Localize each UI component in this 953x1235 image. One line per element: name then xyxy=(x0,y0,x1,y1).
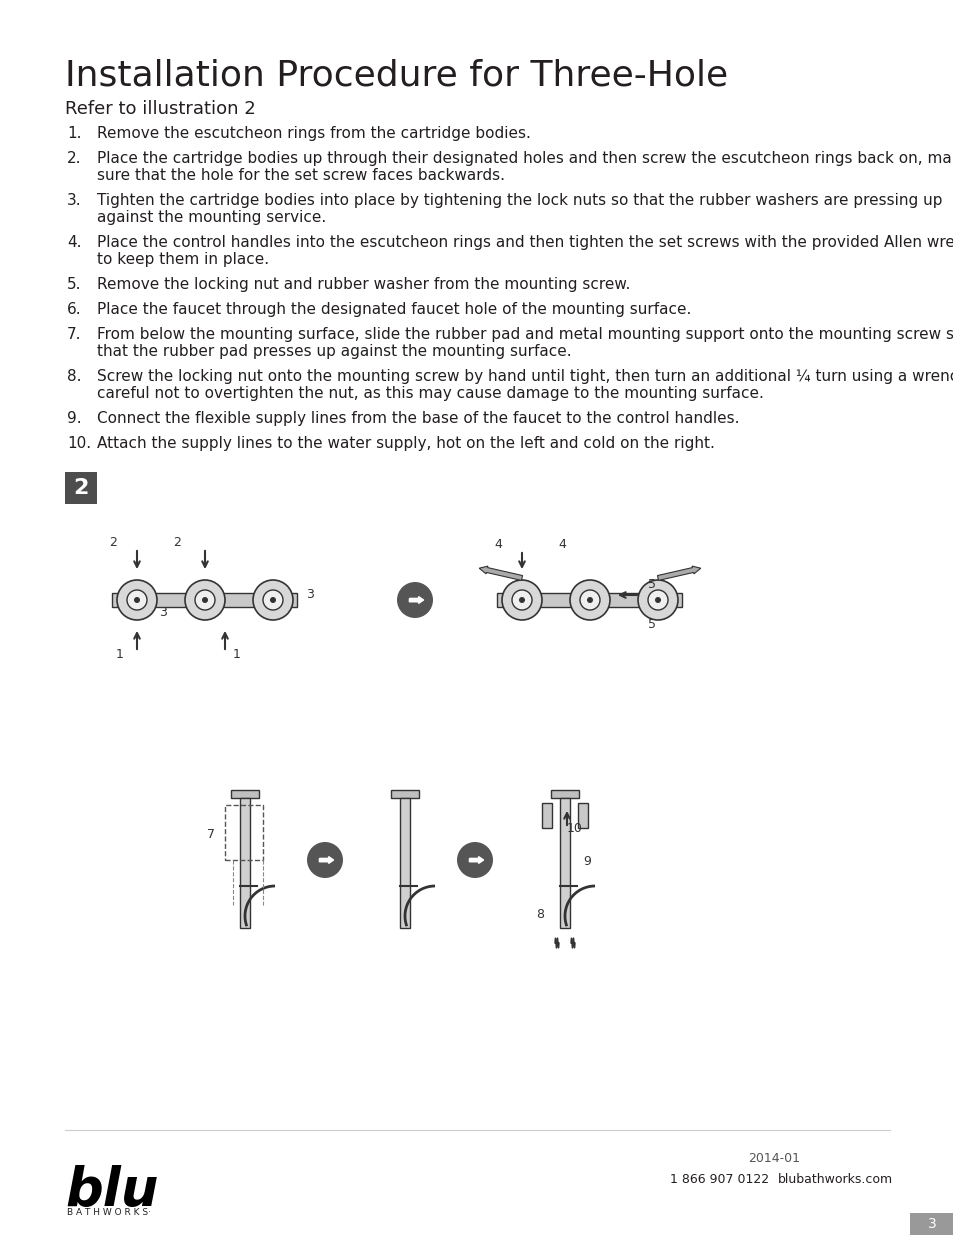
Circle shape xyxy=(638,580,678,620)
Text: 6.: 6. xyxy=(67,303,82,317)
Bar xyxy=(399,798,410,927)
Bar xyxy=(541,803,552,827)
Text: 9.: 9. xyxy=(67,411,82,426)
Text: Tighten the cartridge bodies into place by tightening the lock nuts so that the : Tighten the cartridge bodies into place … xyxy=(97,193,942,207)
FancyArrow shape xyxy=(319,857,334,863)
Text: Attach the supply lines to the water supply, hot on the left and cold on the rig: Attach the supply lines to the water sup… xyxy=(97,436,714,451)
Bar xyxy=(231,790,258,798)
Circle shape xyxy=(655,597,660,603)
Circle shape xyxy=(117,580,157,620)
Text: Remove the escutcheon rings from the cartridge bodies.: Remove the escutcheon rings from the car… xyxy=(97,126,530,141)
Bar xyxy=(551,790,578,798)
Text: 4: 4 xyxy=(494,538,501,552)
Text: 3.: 3. xyxy=(67,193,82,207)
Bar xyxy=(112,593,297,606)
Circle shape xyxy=(202,597,208,603)
Text: 3: 3 xyxy=(926,1216,936,1231)
Text: 1.: 1. xyxy=(67,126,81,141)
Text: 3: 3 xyxy=(159,605,167,619)
Text: 9: 9 xyxy=(582,855,590,868)
Circle shape xyxy=(263,590,283,610)
Text: 1 866 907 0122: 1 866 907 0122 xyxy=(669,1173,768,1186)
Text: to keep them in place.: to keep them in place. xyxy=(97,252,269,267)
Text: Place the faucet through the designated faucet hole of the mounting surface.: Place the faucet through the designated … xyxy=(97,303,691,317)
Circle shape xyxy=(194,590,214,610)
Text: 2.: 2. xyxy=(67,151,81,165)
FancyArrow shape xyxy=(478,566,522,580)
Text: blubathworks.com: blubathworks.com xyxy=(778,1173,892,1186)
Bar xyxy=(391,790,418,798)
Circle shape xyxy=(586,597,593,603)
Text: 5.: 5. xyxy=(67,277,81,291)
Text: 3: 3 xyxy=(306,589,314,601)
Text: Place the cartridge bodies up through their designated holes and then screw the : Place the cartridge bodies up through th… xyxy=(97,151,953,165)
Text: careful not to overtighten the nut, as this may cause damage to the mounting sur: careful not to overtighten the nut, as t… xyxy=(97,387,763,401)
Text: Screw the locking nut onto the mounting screw by hand until tight, then turn an : Screw the locking nut onto the mounting … xyxy=(97,369,953,384)
Circle shape xyxy=(512,590,532,610)
Text: 10: 10 xyxy=(566,823,582,835)
FancyArrow shape xyxy=(409,597,423,604)
Circle shape xyxy=(518,597,524,603)
Bar xyxy=(240,798,250,927)
Text: 4: 4 xyxy=(558,538,565,552)
Bar xyxy=(497,593,681,606)
Text: 8.: 8. xyxy=(67,369,81,384)
Text: 2: 2 xyxy=(73,478,89,498)
Circle shape xyxy=(569,580,609,620)
FancyArrow shape xyxy=(657,566,700,580)
Circle shape xyxy=(396,582,433,618)
Text: 8: 8 xyxy=(536,908,543,921)
Circle shape xyxy=(579,590,599,610)
Text: that the rubber pad presses up against the mounting surface.: that the rubber pad presses up against t… xyxy=(97,345,571,359)
Circle shape xyxy=(185,580,225,620)
Text: 1: 1 xyxy=(233,648,241,662)
Bar xyxy=(65,472,97,504)
Text: sure that the hole for the set screw faces backwards.: sure that the hole for the set screw fac… xyxy=(97,168,504,183)
Text: 2: 2 xyxy=(109,536,117,548)
Text: Remove the locking nut and rubber washer from the mounting screw.: Remove the locking nut and rubber washer… xyxy=(97,277,630,291)
Text: 7: 7 xyxy=(207,827,214,841)
Circle shape xyxy=(307,842,343,878)
Text: 5: 5 xyxy=(647,619,656,631)
Circle shape xyxy=(270,597,275,603)
Text: 4.: 4. xyxy=(67,235,81,249)
FancyArrow shape xyxy=(469,857,483,863)
Circle shape xyxy=(133,597,140,603)
Text: B A T H W O R K S·: B A T H W O R K S· xyxy=(67,1208,151,1216)
Text: Installation Procedure for Three-Hole: Installation Procedure for Three-Hole xyxy=(65,58,727,91)
Text: Connect the flexible supply lines from the base of the faucet to the control han: Connect the flexible supply lines from t… xyxy=(97,411,739,426)
Text: 1: 1 xyxy=(116,648,124,662)
Text: 7.: 7. xyxy=(67,327,81,342)
Bar xyxy=(225,805,263,860)
Bar xyxy=(559,798,569,927)
Bar xyxy=(909,1213,953,1235)
Bar xyxy=(578,803,587,827)
Text: Refer to illustration 2: Refer to illustration 2 xyxy=(65,100,255,119)
Circle shape xyxy=(501,580,541,620)
Circle shape xyxy=(456,842,493,878)
Text: 10.: 10. xyxy=(67,436,91,451)
Text: blu: blu xyxy=(65,1165,158,1216)
Text: against the mounting service.: against the mounting service. xyxy=(97,210,326,225)
Text: 2014-01: 2014-01 xyxy=(747,1152,800,1165)
Circle shape xyxy=(647,590,667,610)
Text: 5: 5 xyxy=(647,578,656,592)
Text: Place the control handles into the escutcheon rings and then tighten the set scr: Place the control handles into the escut… xyxy=(97,235,953,249)
Text: From below the mounting surface, slide the rubber pad and metal mounting support: From below the mounting surface, slide t… xyxy=(97,327,953,342)
Circle shape xyxy=(127,590,147,610)
Circle shape xyxy=(253,580,293,620)
Text: 2: 2 xyxy=(172,536,181,548)
